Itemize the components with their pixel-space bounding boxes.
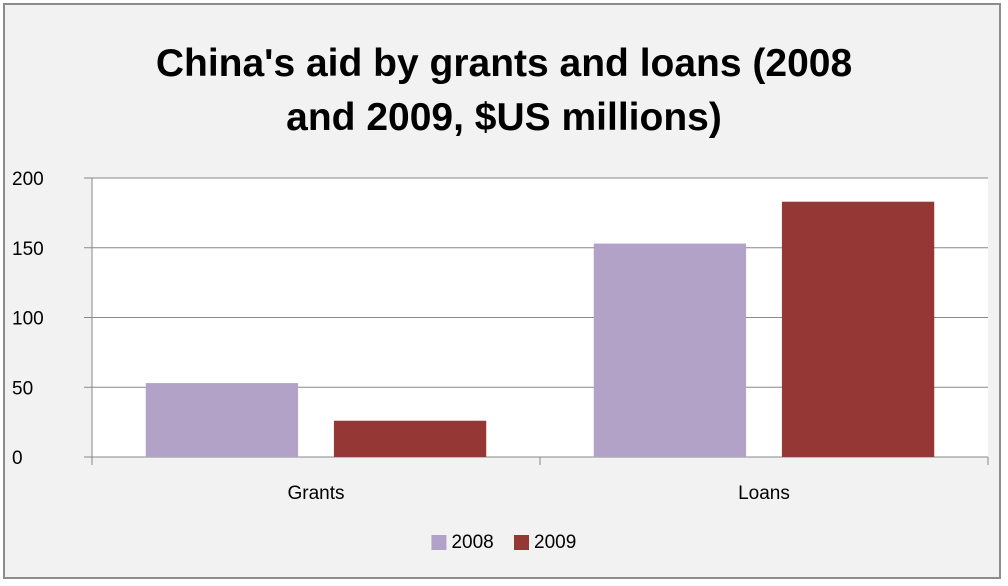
x-category-label-loans: Loans [738,483,790,504]
legend-swatch-2009 [514,535,529,550]
chart-title-line-1: China's aid by grants and loans (2008 [155,42,853,85]
y-tick-label-200: 200 [12,169,44,190]
bar-loans-2008 [593,243,747,457]
y-tick-label-150: 150 [12,239,44,260]
bar-grants-2009 [333,420,487,457]
x-category-label-grants: Grants [287,483,344,504]
chart-title-line-2: and 2009, $US millions) [286,96,722,139]
y-tick-label-0: 0 [12,448,23,469]
legend-label-2009: 2009 [534,532,576,553]
bar-loans-2009 [781,201,935,457]
legend-swatch-2008 [431,535,447,550]
bar-grants-2008 [145,383,299,457]
y-tick-label-100: 100 [12,309,44,330]
y-tick-label-50: 50 [12,378,33,399]
legend-label-2008: 2008 [451,532,493,553]
chart-title: China's aid by grants and loans (2008 an… [5,37,1003,145]
